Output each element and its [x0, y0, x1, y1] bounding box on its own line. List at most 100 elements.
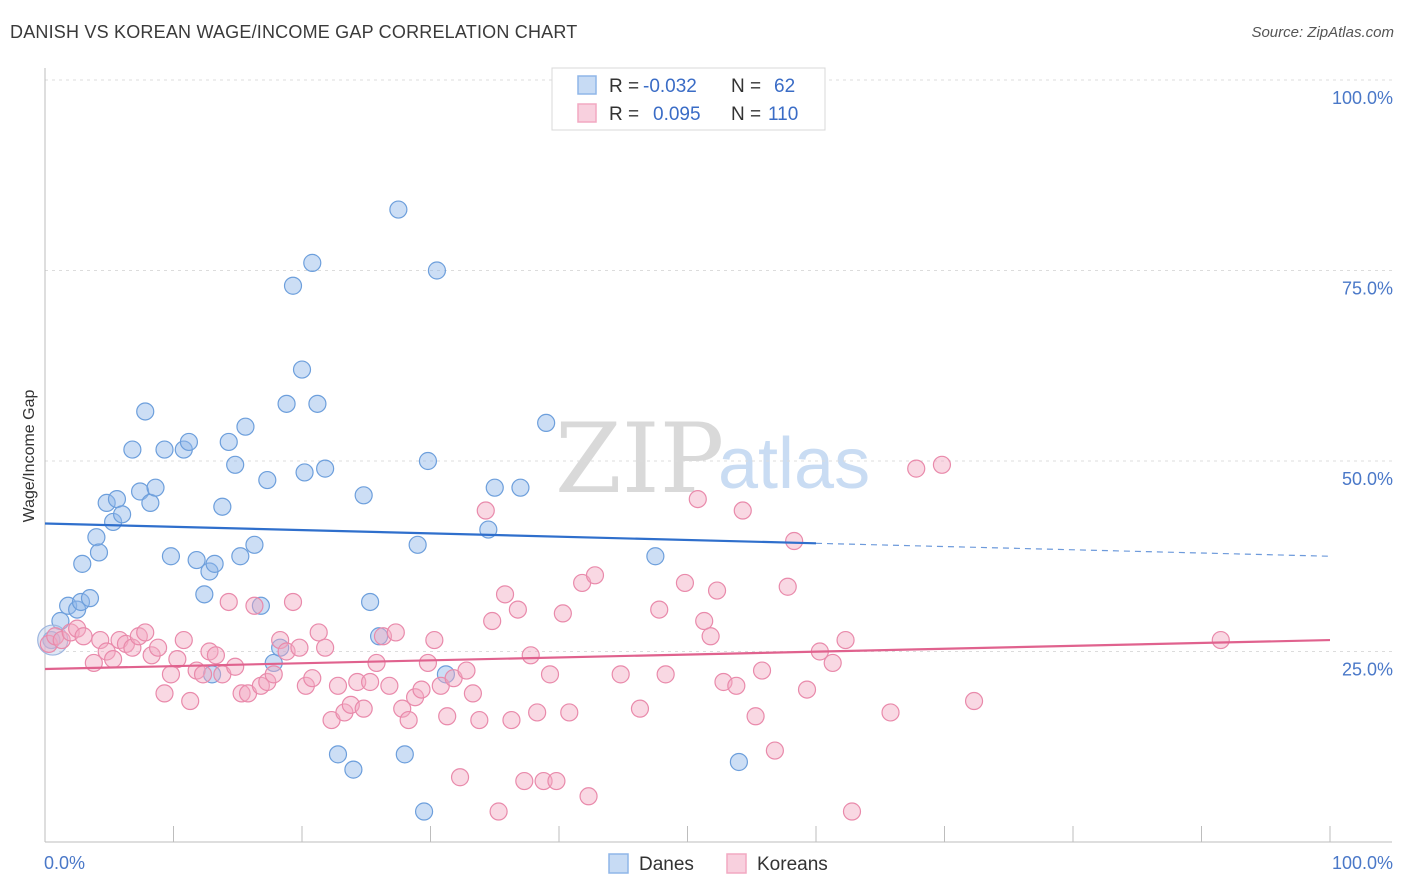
point-koreans — [245, 596, 264, 615]
point-koreans — [405, 688, 425, 707]
legend-r-label-danes: R = — [609, 76, 639, 97]
point-danes — [303, 253, 322, 272]
point-koreans — [386, 623, 405, 642]
gridlines — [45, 79, 1392, 652]
bottom-legend-swatch-danes — [608, 853, 629, 874]
trend-line-danes — [44, 522, 817, 545]
point-koreans — [219, 592, 238, 612]
x-tick-label: 100.0% — [1332, 853, 1393, 873]
point-danes — [195, 585, 214, 604]
point-danes — [408, 535, 427, 554]
point-koreans — [534, 771, 553, 791]
point-koreans — [68, 619, 87, 638]
point-koreans — [521, 646, 540, 665]
point-koreans — [701, 627, 720, 646]
point-danes — [258, 470, 277, 490]
y-axis-title: Wage/Income Gap — [21, 390, 38, 523]
point-danes — [485, 478, 504, 497]
point-koreans — [656, 665, 675, 684]
legend-n-label-koreans: N = — [731, 104, 761, 125]
point-koreans — [271, 630, 290, 650]
point-koreans — [309, 623, 328, 642]
point-danes — [418, 451, 438, 471]
point-danes — [130, 482, 150, 501]
point-koreans — [97, 642, 116, 661]
point-danes — [537, 413, 556, 432]
watermark: ZIP atlas — [555, 403, 870, 515]
point-danes — [236, 417, 255, 436]
chart-title: DANISH VS KOREAN WAGE/INCOME GAP CORRELA… — [10, 22, 578, 42]
bottom-legend-label-koreans: Koreans — [757, 854, 828, 875]
point-koreans — [232, 684, 251, 703]
point-koreans — [399, 710, 418, 730]
watermark-zip: ZIP — [555, 403, 724, 515]
point-danes — [308, 394, 327, 413]
point-koreans — [528, 703, 547, 722]
point-koreans — [560, 703, 579, 722]
point-koreans — [206, 646, 226, 665]
point-koreans — [296, 676, 315, 695]
point-koreans — [727, 676, 746, 695]
point-koreans — [765, 741, 784, 760]
point-koreans — [226, 657, 245, 676]
y-tick-label: 25.0% — [1342, 660, 1393, 680]
point-danes — [316, 459, 335, 478]
point-danes — [395, 745, 414, 764]
point-koreans — [881, 703, 900, 722]
point-koreans — [579, 787, 598, 806]
point-danes — [361, 592, 380, 612]
point-koreans — [328, 676, 348, 695]
point-koreans — [463, 684, 483, 703]
trend-line-koreans — [44, 638, 1331, 671]
point-koreans — [457, 661, 476, 680]
point-danes — [80, 589, 100, 608]
point-danes — [427, 261, 447, 280]
legend-r-value-koreans: 0.095 — [653, 104, 701, 125]
point-koreans — [752, 661, 772, 680]
bottom-legend-label-danes: Danes — [639, 854, 694, 875]
point-koreans — [258, 672, 277, 692]
tick-labels: 25.0% 50.0% 75.0% 100.0% 0.0% 100.0% — [44, 88, 1393, 873]
point-danes — [73, 554, 92, 573]
point-danes — [112, 505, 132, 524]
point-koreans — [367, 653, 386, 673]
point-koreans — [515, 771, 534, 791]
x-tick-label: 0.0% — [44, 853, 85, 873]
point-danes — [155, 440, 174, 459]
point-koreans — [842, 802, 862, 821]
point-koreans — [418, 653, 438, 673]
point-danes — [97, 493, 116, 513]
point-koreans — [181, 691, 200, 711]
point-danes — [226, 455, 245, 474]
point-danes — [251, 596, 270, 615]
point-koreans — [495, 585, 515, 604]
point-danes — [213, 497, 232, 516]
point-koreans — [707, 581, 727, 600]
point-koreans — [283, 592, 303, 612]
point-koreans — [675, 573, 695, 593]
point-danes — [205, 554, 224, 573]
point-danes — [219, 432, 238, 452]
point-koreans — [148, 638, 168, 657]
point-koreans — [483, 611, 502, 631]
legend-swatch-danes — [577, 75, 597, 95]
point-koreans — [168, 650, 187, 669]
y-tick-label: 50.0% — [1342, 469, 1393, 489]
point-danes — [141, 493, 160, 513]
point-koreans — [438, 707, 457, 726]
series-danes — [37, 200, 749, 821]
bottom-legend: Danes Koreans — [608, 853, 828, 875]
point-danes — [87, 528, 106, 547]
point-koreans — [142, 646, 161, 665]
point-koreans — [733, 501, 752, 520]
point-koreans — [650, 600, 669, 619]
point-koreans — [553, 604, 572, 623]
point-koreans — [450, 768, 470, 787]
point-koreans — [1211, 630, 1230, 650]
watermark-atlas: atlas — [718, 424, 870, 504]
point-danes — [277, 394, 296, 413]
point-koreans — [502, 710, 521, 730]
point-koreans — [264, 665, 283, 684]
point-koreans — [303, 669, 322, 688]
